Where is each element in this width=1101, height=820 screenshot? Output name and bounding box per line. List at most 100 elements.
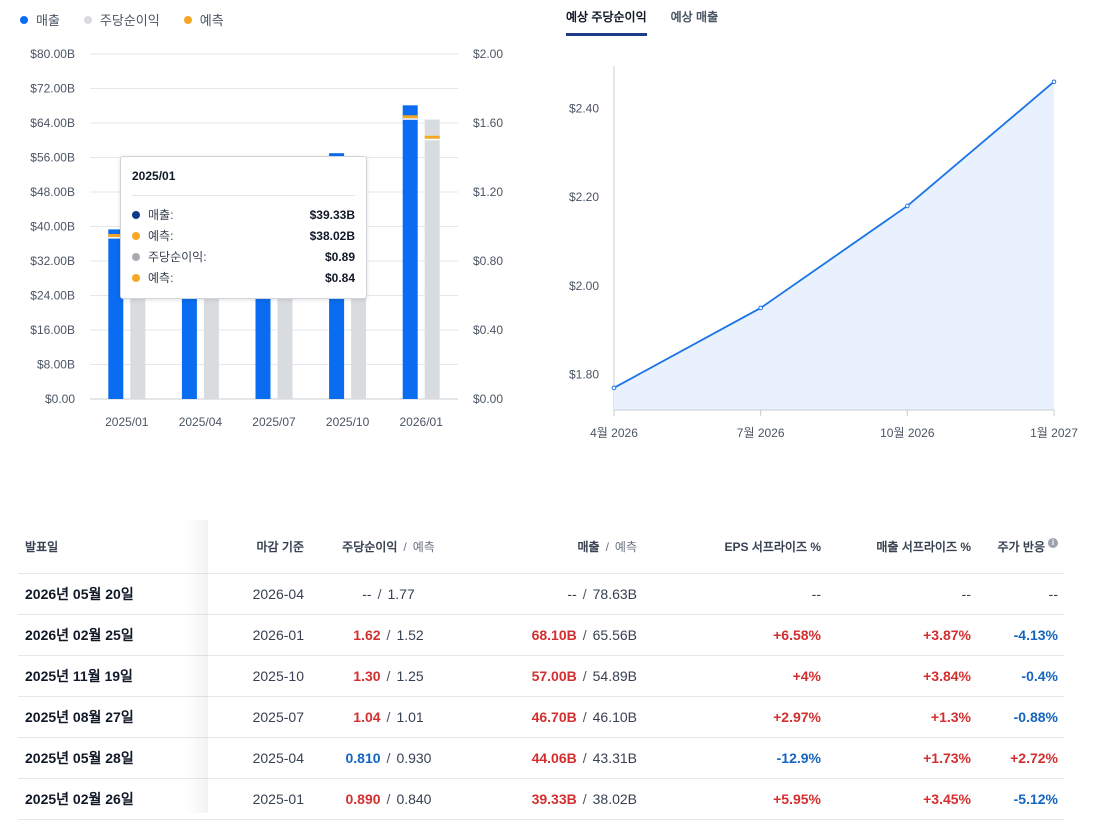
legend-label: 매출 <box>36 13 60 28</box>
eps-actual: -- <box>362 586 372 602</box>
legend-label: 주당순이익 <box>99 13 160 28</box>
left-axis-tick-label: $72.00B <box>30 82 75 96</box>
eps-forecast: 1.01 <box>396 709 424 725</box>
cell-period: 2025-10 <box>208 655 310 697</box>
revenue-actual: 44.06B <box>531 750 577 766</box>
cell-price-reaction: -- <box>977 573 1064 615</box>
left-axis-tick-label: $56.00B <box>30 151 75 165</box>
left-axis-tick-label: $16.00B <box>30 323 75 337</box>
tooltip-row: 예측: $0.84 <box>132 267 355 288</box>
cell-period: 2026-01 <box>208 614 310 656</box>
legend-item-eps[interactable]: 주당순이익 <box>83 10 160 29</box>
eps-forecast: 0.930 <box>396 750 432 766</box>
cell-period: 2025-04 <box>208 737 310 779</box>
tooltip-dot-icon <box>132 231 140 240</box>
revenue-actual: -- <box>567 586 577 602</box>
y-axis-tick-label: $2.20 <box>569 190 599 204</box>
table-row[interactable]: 2025년 11월 19일 2025-10 1.30 / 1.25 57.00B / 54.8… <box>18 655 1064 697</box>
info-icon[interactable]: i <box>1048 538 1058 548</box>
column-header-revenue-surprise[interactable]: 매출 서프라이즈 % <box>827 520 977 574</box>
separator: / <box>403 540 407 554</box>
data-point[interactable] <box>1051 79 1057 85</box>
column-header-eps-surprise[interactable]: EPS 서프라이즈 % <box>643 520 827 574</box>
cell-eps: 0.810 / 0.930 <box>310 737 467 779</box>
table-row[interactable]: 2025년 02월 26일 2025-01 0.890 / 0.840 39.33B / 38… <box>18 778 1064 820</box>
eps-forecast: 1.25 <box>396 668 424 684</box>
right-axis-tick-label: $1.60 <box>473 116 503 130</box>
separator: / <box>582 627 587 643</box>
cell-eps-surprise: -- <box>643 573 827 615</box>
cell-revenue: -- / 78.63B <box>467 573 643 615</box>
cell-revenue-surprise: +3.45% <box>827 778 977 820</box>
column-header-date[interactable]: 발표일 <box>18 520 208 574</box>
tooltip-dot-icon <box>132 210 140 219</box>
cell-eps: -- / 1.77 <box>310 573 467 615</box>
cell-price-reaction: +2.72% <box>977 737 1064 779</box>
table-row[interactable]: 2025년 08월 27일 2025-07 1.04 / 1.01 46.70B / 46.1… <box>18 696 1064 738</box>
tooltip-dot-icon <box>132 273 140 282</box>
tooltip-value: $0.84 <box>324 270 355 285</box>
revenue-actual: 68.10B <box>531 627 577 643</box>
left-axis-tick-label: $80.00B <box>30 47 75 61</box>
forecast-marker-gap <box>424 138 440 141</box>
left-axis-tick-label: $0.00 <box>45 392 75 406</box>
separator: / <box>582 791 587 807</box>
eps-header-label: 주당순이익 <box>342 540 398 554</box>
area-fill <box>614 81 1054 410</box>
legend-item-forecast[interactable]: 예측 <box>183 10 224 29</box>
table-row[interactable]: 2025년 05월 28일 2025-04 0.810 / 0.930 44.06B / 43… <box>18 737 1064 779</box>
cell-revenue: 68.10B / 65.56B <box>467 614 643 656</box>
column-header-eps[interactable]: 주당순이익 / 예측 <box>310 520 467 574</box>
cell-price-reaction: -0.4% <box>977 655 1064 697</box>
tooltip-value: $38.02B <box>309 228 355 243</box>
table-row[interactable]: 2026년 05월 20일 2026-04 --/1.77 --/78.63B -- --… <box>18 573 1064 615</box>
cell-revenue: 46.70B / 46.10B <box>467 696 643 738</box>
tab-eps-estimate[interactable]: 예상 주당순이익 <box>566 8 647 36</box>
tab-revenue-estimate[interactable]: 예상 매출 <box>670 10 719 24</box>
table-row[interactable]: 2026년 02월 25일 2026-01 1.62 / 1.52 68.10B / 65.5… <box>18 614 1064 656</box>
legend-label: 예측 <box>199 13 224 28</box>
cell-price-reaction: -4.13% <box>977 614 1064 656</box>
tooltip-row: 매출: $39.33B <box>132 204 355 225</box>
eps-forecast: 1.52 <box>396 627 424 643</box>
x-axis-tick-label: 4월 2026 <box>590 426 638 440</box>
eps-bar[interactable] <box>424 119 440 400</box>
y-axis-tick-label: $2.00 <box>569 279 599 293</box>
table-header-row: 발표일 마감 기준 주당순이익 / 예측 매출 / 예측 EPS 서프라이즈 % 매출 … <box>18 520 1064 574</box>
revenue-forecast: 46.10B <box>592 709 637 725</box>
revenue-forecast: 78.63B <box>592 586 637 602</box>
column-header-period[interactable]: 마감 기준 <box>208 520 310 574</box>
separator: / <box>377 586 382 602</box>
tooltip-label: 예측: <box>148 271 174 285</box>
data-point[interactable] <box>758 305 763 311</box>
right-axis-tick-label: $0.80 <box>473 254 503 268</box>
right-axis-tick-label: $2.00 <box>473 47 503 61</box>
data-point[interactable] <box>905 203 910 209</box>
tooltip-value: $0.89 <box>324 249 355 264</box>
right-axis-tick-label: $0.00 <box>473 392 503 406</box>
eps-actual: 1.62 <box>353 627 381 643</box>
data-point[interactable] <box>611 385 617 391</box>
column-header-revenue[interactable]: 매출 / 예측 <box>467 520 643 574</box>
eps-estimate-area-chart: $1.80 $2.00 $2.20 $2.40 4월 2026 7월 2026 10월 20… <box>569 66 1078 440</box>
revenue-actual: 46.70B <box>531 709 577 725</box>
eps-forecast: 0.840 <box>396 791 432 807</box>
column-header-price-reaction[interactable]: 주가 반응 i <box>977 520 1064 574</box>
cell-revenue-surprise: +3.87% <box>827 614 977 656</box>
revenue-bar[interactable] <box>402 105 418 399</box>
eps-actual: 1.30 <box>353 668 381 684</box>
legend-dot-icon <box>83 15 92 24</box>
revenue-forecast-marker <box>108 234 124 238</box>
tooltip-title: 2025/01 <box>132 169 355 196</box>
left-axis-tick-label: $48.00B <box>30 185 75 199</box>
cell-eps-surprise: +4% <box>643 655 827 697</box>
cell-date: 2026년 05월 20일 <box>18 573 208 615</box>
cell-revenue: 44.06B / 43.31B <box>467 737 643 779</box>
x-axis-tick-label: 10월 2026 <box>880 426 935 440</box>
eps-forecast-marker <box>424 135 440 139</box>
cell-revenue-surprise: -- <box>827 573 977 615</box>
cell-period: 2026-04 <box>208 573 310 615</box>
revenue-bar[interactable] <box>108 229 124 399</box>
legend-item-revenue[interactable]: 매출 <box>20 10 60 29</box>
chart-legend: 매출 주당순이익 예측 <box>20 10 224 29</box>
